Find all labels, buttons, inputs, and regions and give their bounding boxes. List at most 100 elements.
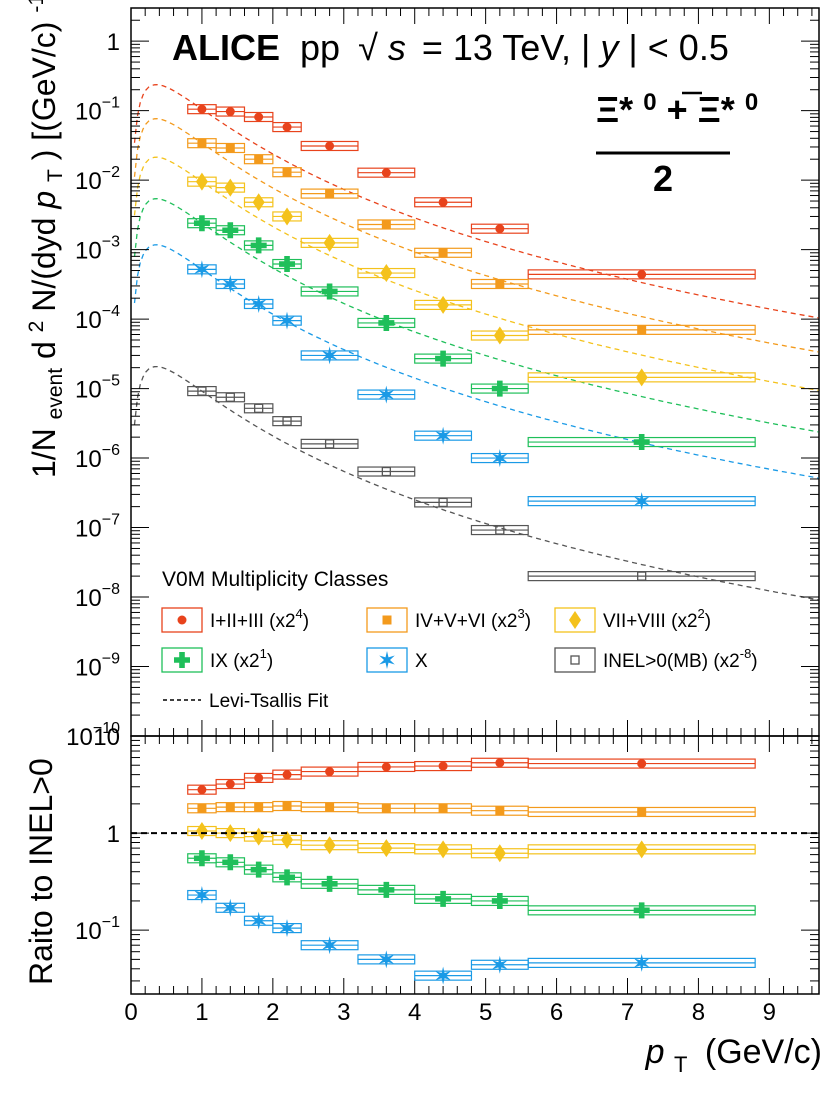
ratio-point-marker <box>321 875 338 892</box>
experiment-name: ALICE <box>172 27 280 68</box>
spectrum-point-marker <box>250 237 267 254</box>
ratio-point-marker <box>637 807 647 817</box>
ratio-point-marker <box>495 758 505 768</box>
legend-marker-2 <box>569 611 581 629</box>
data-points <box>187 104 756 985</box>
top-y-tick-label: 10−10 <box>66 720 120 751</box>
spectrum-point-marker <box>252 193 265 212</box>
ratio-point-marker <box>381 803 391 813</box>
ratio-point-marker <box>222 898 239 917</box>
spectrum-point-marker <box>193 215 210 232</box>
spectrum-point-marker <box>378 385 395 404</box>
particle-antixi-sup: 0 <box>745 89 758 116</box>
legend-label-5: INEL>0(MB) (x2-8) <box>603 646 758 672</box>
fit-curve-3 <box>133 198 819 433</box>
fit-curve-5 <box>133 365 819 601</box>
ratio-point-marker <box>252 827 265 846</box>
x-tick-label: 9 <box>763 999 776 1026</box>
spectrum-point-marker <box>282 416 292 426</box>
spectrum-point-marker <box>224 178 237 197</box>
ratio-point-marker <box>279 869 296 886</box>
ratio-point-marker <box>381 762 391 772</box>
legend-marker-0 <box>177 615 187 625</box>
ratio-point-marker <box>222 854 239 871</box>
ylabel-d: d <box>26 341 62 359</box>
bottom-y-tick-label: 1 <box>107 821 120 848</box>
legend-box-2 <box>554 607 596 633</box>
sqrt-s: s <box>388 27 406 68</box>
spectrum-point-marker <box>438 497 448 508</box>
fit-curve-2 <box>133 156 819 391</box>
spectrum-point-marker <box>378 314 395 331</box>
xlabel-p: p <box>645 1033 665 1071</box>
legend-box-5 <box>554 647 596 673</box>
ratio-point-marker <box>195 822 208 841</box>
spectrum-point-marker <box>325 141 335 151</box>
spectrum-point-marker <box>637 269 647 279</box>
legend-marker-5 <box>570 655 580 665</box>
ratio-point-marker <box>378 881 395 898</box>
spectrum-point-marker <box>321 283 338 300</box>
ratio-point-marker <box>282 801 292 811</box>
particle-label: Ξ* 0 + Ξ* 0 2 <box>596 89 758 199</box>
ylabel-sub-event: event <box>44 368 67 420</box>
ratio-point-marker <box>435 966 451 985</box>
spectrum-point-marker <box>633 492 650 511</box>
ylabel-prefix: 1/N <box>26 428 62 478</box>
legend-box-1 <box>366 607 408 633</box>
spectrum-point-marker <box>437 295 450 314</box>
spectrum-point-marker <box>381 466 391 477</box>
legend-box-0 <box>161 607 203 633</box>
legend-label-0: I+II+III (x24) <box>210 606 309 632</box>
ratio-point-marker <box>254 773 264 783</box>
ratio-point-marker <box>435 890 452 907</box>
top-y-tick-label: 10−4 <box>75 303 120 334</box>
spectrum-point-marker <box>197 386 207 396</box>
energy: = 13 TeV, | <box>422 27 591 68</box>
spectrum-point-marker <box>197 138 207 148</box>
top-y-axis-label: 1/N event d 2 N/(dyd p T ) [(GeV/c) -1 ] <box>14 0 69 478</box>
bottom-panel-frame <box>130 735 820 995</box>
spectrum-point-marker <box>495 224 505 234</box>
spectrum-point-marker <box>438 197 448 207</box>
spectrum-point-marker <box>635 368 648 387</box>
spectrum-point-marker <box>281 207 294 226</box>
ratio-point-marker <box>438 761 448 771</box>
rapidity-y: y <box>597 27 620 68</box>
legend-marker-1 <box>382 615 392 625</box>
spectrum-point-marker <box>254 403 264 413</box>
spectrum-point-marker <box>282 122 292 132</box>
ratio-point-marker <box>250 861 267 878</box>
x-tick-label: 3 <box>337 999 350 1026</box>
x-tick-label: 0 <box>124 999 137 1026</box>
bottom-y-tick-label: 10−1 <box>75 914 120 945</box>
spectrum-point-marker <box>323 233 336 252</box>
top-y-tick-label: 10−9 <box>75 651 120 682</box>
ylabel-p: p <box>26 191 62 210</box>
legend-fit-label: Levi-Tsallis Fit <box>209 691 329 712</box>
top-y-tick-label: 10−7 <box>75 512 120 543</box>
x-tick-label: 8 <box>692 999 705 1026</box>
ratio-point-marker <box>323 836 336 855</box>
ratio-point-marker <box>325 767 335 777</box>
top-y-tick-label: 10−2 <box>75 164 120 195</box>
bottom-y-axis-label: Raito to INEL>0 <box>23 758 59 985</box>
legend-box-3 <box>161 647 203 673</box>
x-tick-label: 4 <box>408 999 421 1026</box>
particle-plus: + <box>667 89 688 130</box>
spectrum-point-marker <box>321 346 338 365</box>
spectrum-point-marker <box>438 248 448 258</box>
spectrum-point-marker <box>324 439 335 449</box>
ratio-point-marker <box>225 779 235 789</box>
sqrt-sign: √ <box>358 27 378 68</box>
spectrum-point-marker <box>282 167 292 177</box>
ratio-point-marker <box>193 850 210 867</box>
spectrum-point-marker <box>195 172 208 191</box>
ratio-point-marker <box>491 892 508 909</box>
legend-label-1: IV+V+VI (x23) <box>415 606 531 632</box>
ratio-point-marker <box>194 886 210 904</box>
spectrum-point-marker <box>492 449 508 468</box>
ratio-point-marker <box>495 806 505 816</box>
top-y-tick-label: 10−8 <box>75 581 120 612</box>
